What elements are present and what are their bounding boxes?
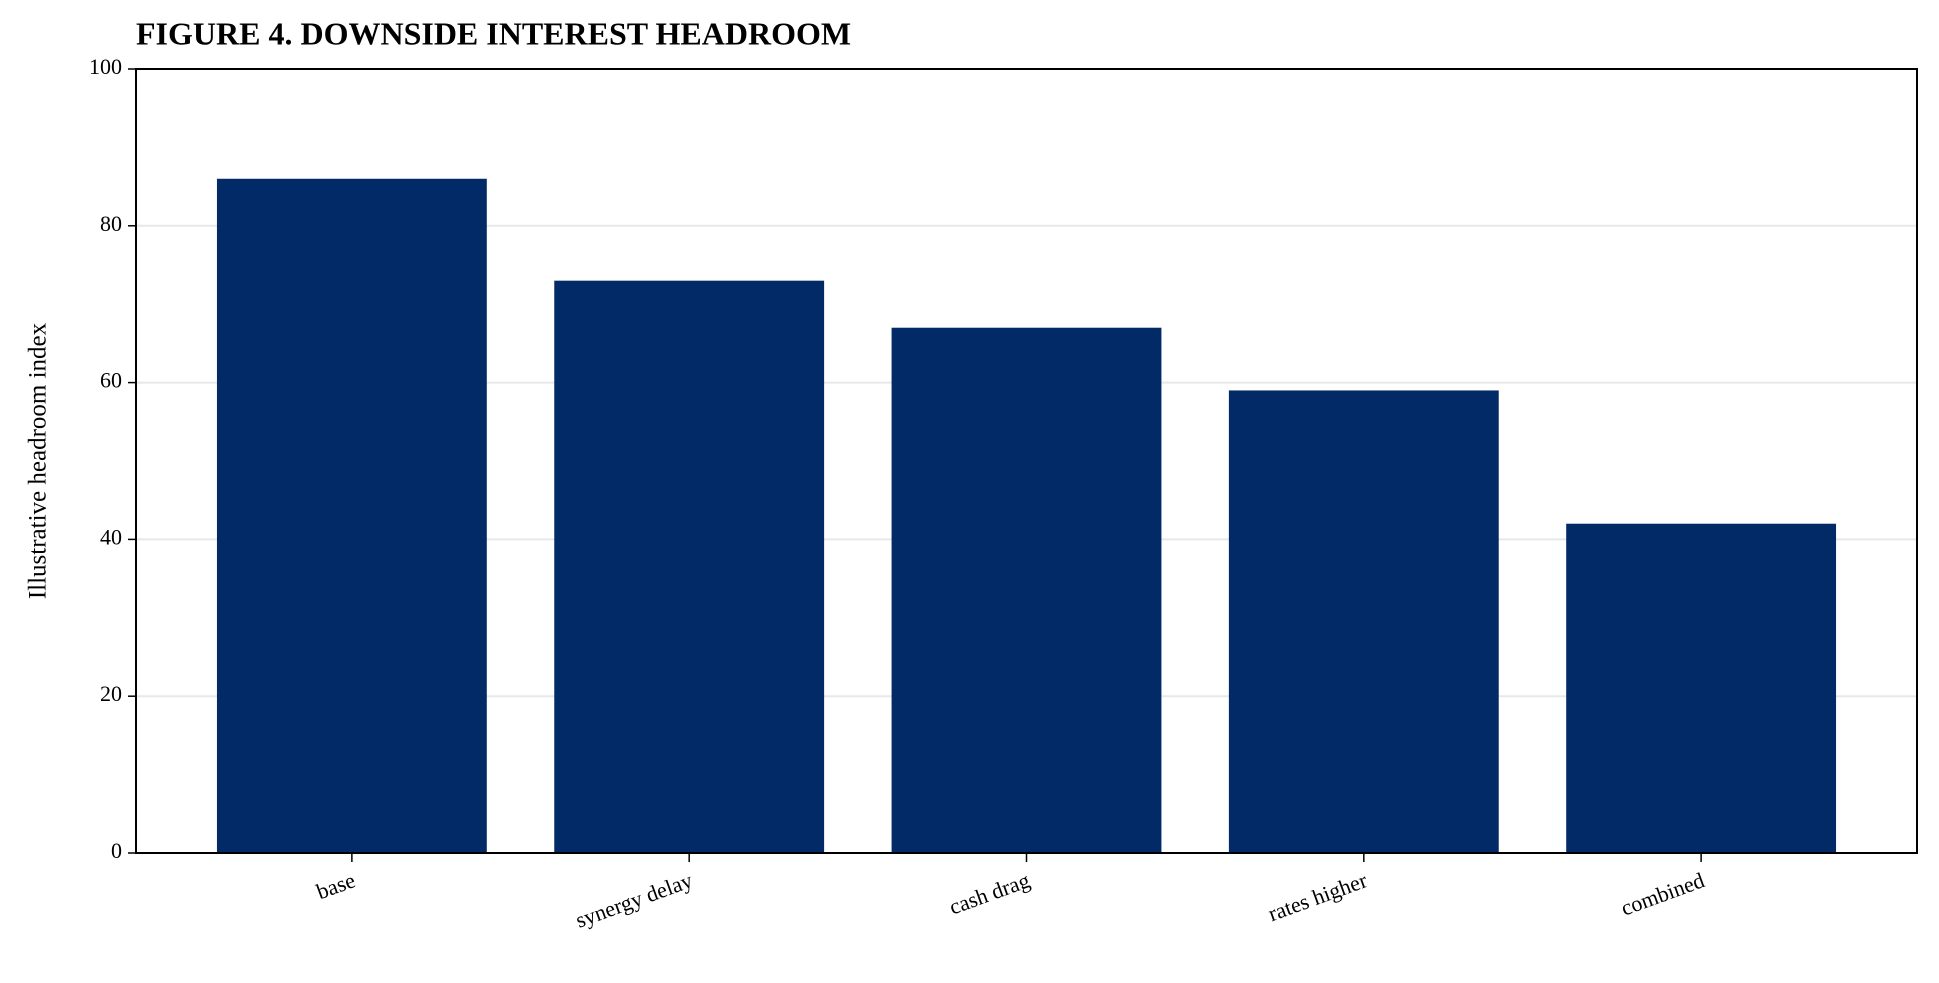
y-tick-label: 100 — [89, 54, 122, 79]
x-tick-label: base — [313, 867, 358, 904]
x-tick-label: rates higher — [1265, 867, 1371, 926]
y-tick-label: 20 — [100, 681, 122, 706]
bar — [554, 280, 825, 853]
y-tick-label: 60 — [100, 368, 122, 393]
x-tick-label: cash drag — [946, 867, 1033, 919]
bar — [216, 178, 487, 853]
bar — [1228, 390, 1499, 853]
y-tick-label: 80 — [100, 211, 122, 236]
bar — [1566, 523, 1837, 853]
plot-frame — [135, 68, 1918, 854]
x-tick-label: combined — [1618, 867, 1708, 920]
bar — [891, 327, 1162, 854]
x-tick-label: synergy delay — [572, 867, 696, 932]
y-axis-label: Illustrative headroom index — [25, 322, 52, 599]
y-tick-label: 0 — [111, 838, 122, 863]
chart-title: FIGURE 4. DOWNSIDE INTEREST HEADROOM — [136, 15, 851, 51]
y-tick-label: 40 — [100, 524, 122, 549]
